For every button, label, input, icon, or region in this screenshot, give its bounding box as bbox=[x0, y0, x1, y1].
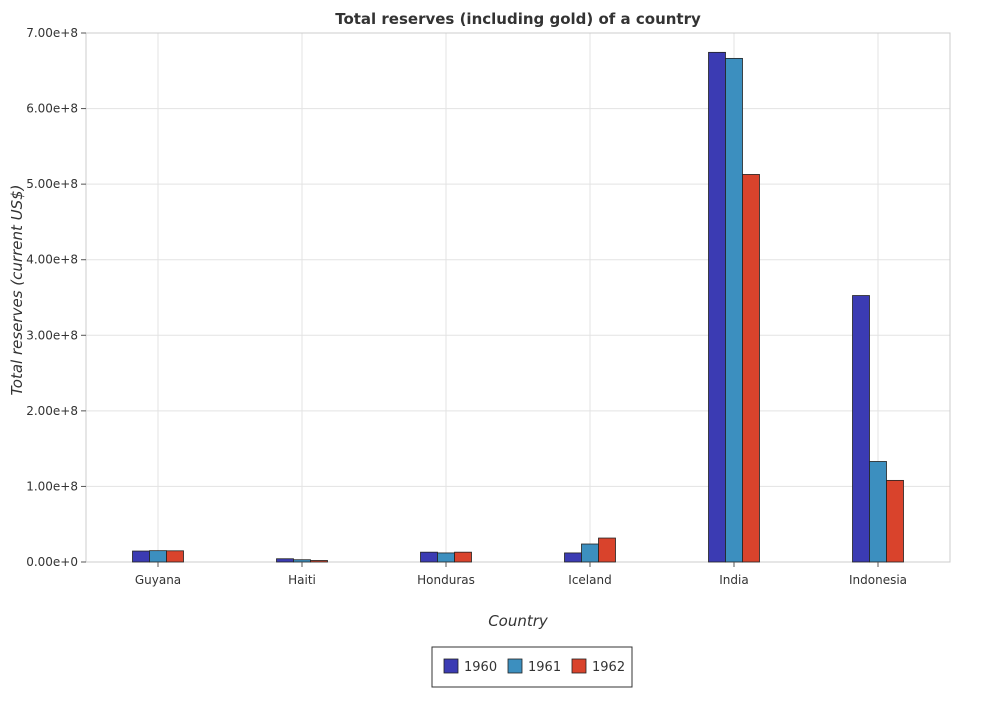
bar-1960-honduras bbox=[420, 551, 438, 563]
x-axis-label: Country bbox=[488, 612, 549, 630]
legend-box bbox=[431, 646, 633, 688]
bar-1960-india bbox=[708, 51, 726, 563]
bar-1960-indonesia bbox=[852, 295, 870, 563]
legend: 1960 1961 1962 bbox=[431, 646, 633, 688]
y-tick-label: 1.00e+8 bbox=[26, 479, 78, 493]
x-axis: Guyana Haiti Honduras Iceland India Indonesia bbox=[135, 562, 907, 587]
bar-1960-iceland bbox=[564, 552, 582, 563]
legend-label-1960: 1960 bbox=[464, 660, 497, 675]
y-axis: 0.00e+0 1.00e+8 2.00e+8 3.00e+8 4.00e+8 5.00e… bbox=[26, 26, 86, 569]
bar-1962-haiti bbox=[310, 560, 328, 563]
x-tick-label: Iceland bbox=[568, 573, 611, 587]
legend-swatch-1960 bbox=[443, 658, 459, 674]
bar-1961-iceland bbox=[581, 543, 599, 563]
y-axis-label: Total reserves (current US$) bbox=[8, 184, 26, 395]
bar-1961-indonesia bbox=[869, 461, 887, 563]
legend-swatch-1962 bbox=[571, 658, 587, 674]
y-tick-label: 2.00e+8 bbox=[26, 404, 78, 418]
bar-1961-honduras bbox=[437, 552, 455, 563]
legend-label-1961: 1961 bbox=[528, 660, 561, 675]
chart-title: Total reserves (including gold) of a cou… bbox=[335, 10, 701, 28]
plot-frame bbox=[85, 32, 951, 563]
y-tick-label: 7.00e+8 bbox=[26, 26, 78, 40]
bars bbox=[132, 51, 904, 563]
y-tick-label: 3.00e+8 bbox=[26, 328, 78, 342]
legend-swatch-1961 bbox=[507, 658, 523, 674]
bar-1960-guyana bbox=[132, 550, 150, 563]
y-tick-label: 5.00e+8 bbox=[26, 177, 78, 191]
bar-1962-iceland bbox=[598, 537, 616, 563]
x-tick-label: Haiti bbox=[288, 573, 316, 587]
y-tick-label: 4.00e+8 bbox=[26, 253, 78, 267]
x-tick-label: Guyana bbox=[135, 573, 181, 587]
y-tick-label: 0.00e+0 bbox=[26, 555, 78, 569]
bar-1961-haiti bbox=[293, 559, 311, 563]
plot-border bbox=[85, 32, 951, 563]
legend-label-1962: 1962 bbox=[592, 660, 625, 675]
bar-1962-honduras bbox=[454, 551, 472, 563]
bar-1961-guyana bbox=[149, 550, 167, 563]
bar-1961-india bbox=[725, 57, 743, 563]
x-tick-label: Indonesia bbox=[849, 573, 907, 587]
bar-1962-guyana bbox=[166, 550, 184, 563]
x-tick-label: Honduras bbox=[417, 573, 475, 587]
x-tick-label: India bbox=[719, 573, 748, 587]
y-tick-label: 6.00e+8 bbox=[26, 102, 78, 116]
bar-1960-haiti bbox=[276, 558, 294, 563]
bar-1962-india bbox=[742, 174, 760, 563]
bar-1962-indonesia bbox=[886, 479, 904, 563]
